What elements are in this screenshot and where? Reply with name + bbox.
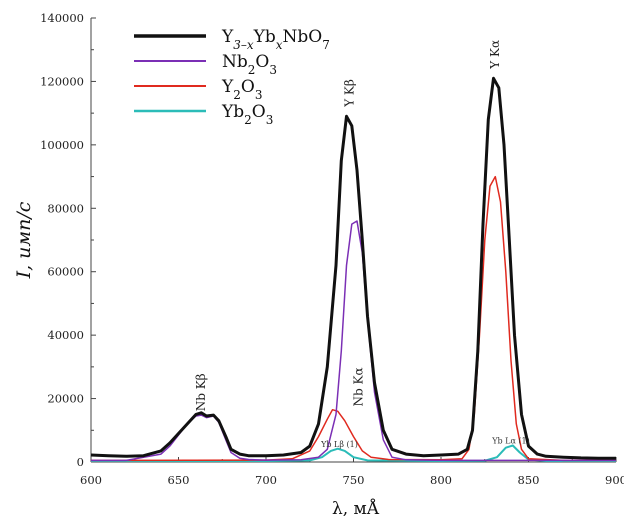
peak-annotation: Y Kβ [343, 79, 357, 108]
series-line-1 [91, 220, 616, 462]
x-tick-label: 750 [343, 473, 365, 487]
peak-annotation: Yb Lα (1) [491, 437, 530, 446]
x-axis-label: λ, мÅ [332, 498, 380, 516]
peak-annotation: Y Kα [488, 40, 502, 70]
y-tick-label: 120000 [40, 74, 84, 88]
peak-annotation: Nb Kβ [194, 373, 208, 411]
y-tick-label: 140000 [40, 11, 84, 25]
x-tick-label: 850 [518, 473, 540, 487]
legend-label: Y3–xYbxNbO7 [221, 27, 330, 52]
y-tick-label: 100000 [40, 138, 84, 152]
x-tick-label: 800 [430, 473, 452, 487]
legend-label: Nb2O3 [222, 52, 277, 77]
legend-label: Yb2O3 [221, 102, 273, 127]
x-tick-label: 600 [80, 473, 102, 487]
y-tick-label: 80000 [47, 201, 84, 215]
y-tick-label: 40000 [47, 328, 84, 342]
y-tick-label: 60000 [47, 265, 84, 279]
series-line-2 [90, 175, 616, 462]
series-line-3 [91, 444, 616, 462]
peak-annotation: Yb Lβ (1) [320, 440, 358, 449]
legend-label: Y2O3 [221, 77, 262, 102]
peak-annotation: Nb Kα [351, 367, 365, 406]
x-tick-label: 900 [605, 473, 624, 487]
x-tick-label: 650 [168, 473, 190, 487]
series-line-0 [90, 76, 616, 460]
y-axis: 0 20000 40000 60000 80000 100000 120000 140000 [40, 11, 96, 469]
annotation-layer: Nb Kβ Y Kβ Nb Kα Y Kα Yb Lβ (1) Yb Lα (1) [194, 40, 530, 449]
y-tick-label: 0 [77, 455, 84, 469]
series-layer [90, 76, 616, 462]
y-tick-label: 20000 [47, 392, 84, 406]
y-axis-label: I, имп/с [13, 201, 35, 279]
x-tick-label: 700 [255, 473, 277, 487]
x-axis: 600 650 700 750 800 850 900 [80, 457, 624, 487]
